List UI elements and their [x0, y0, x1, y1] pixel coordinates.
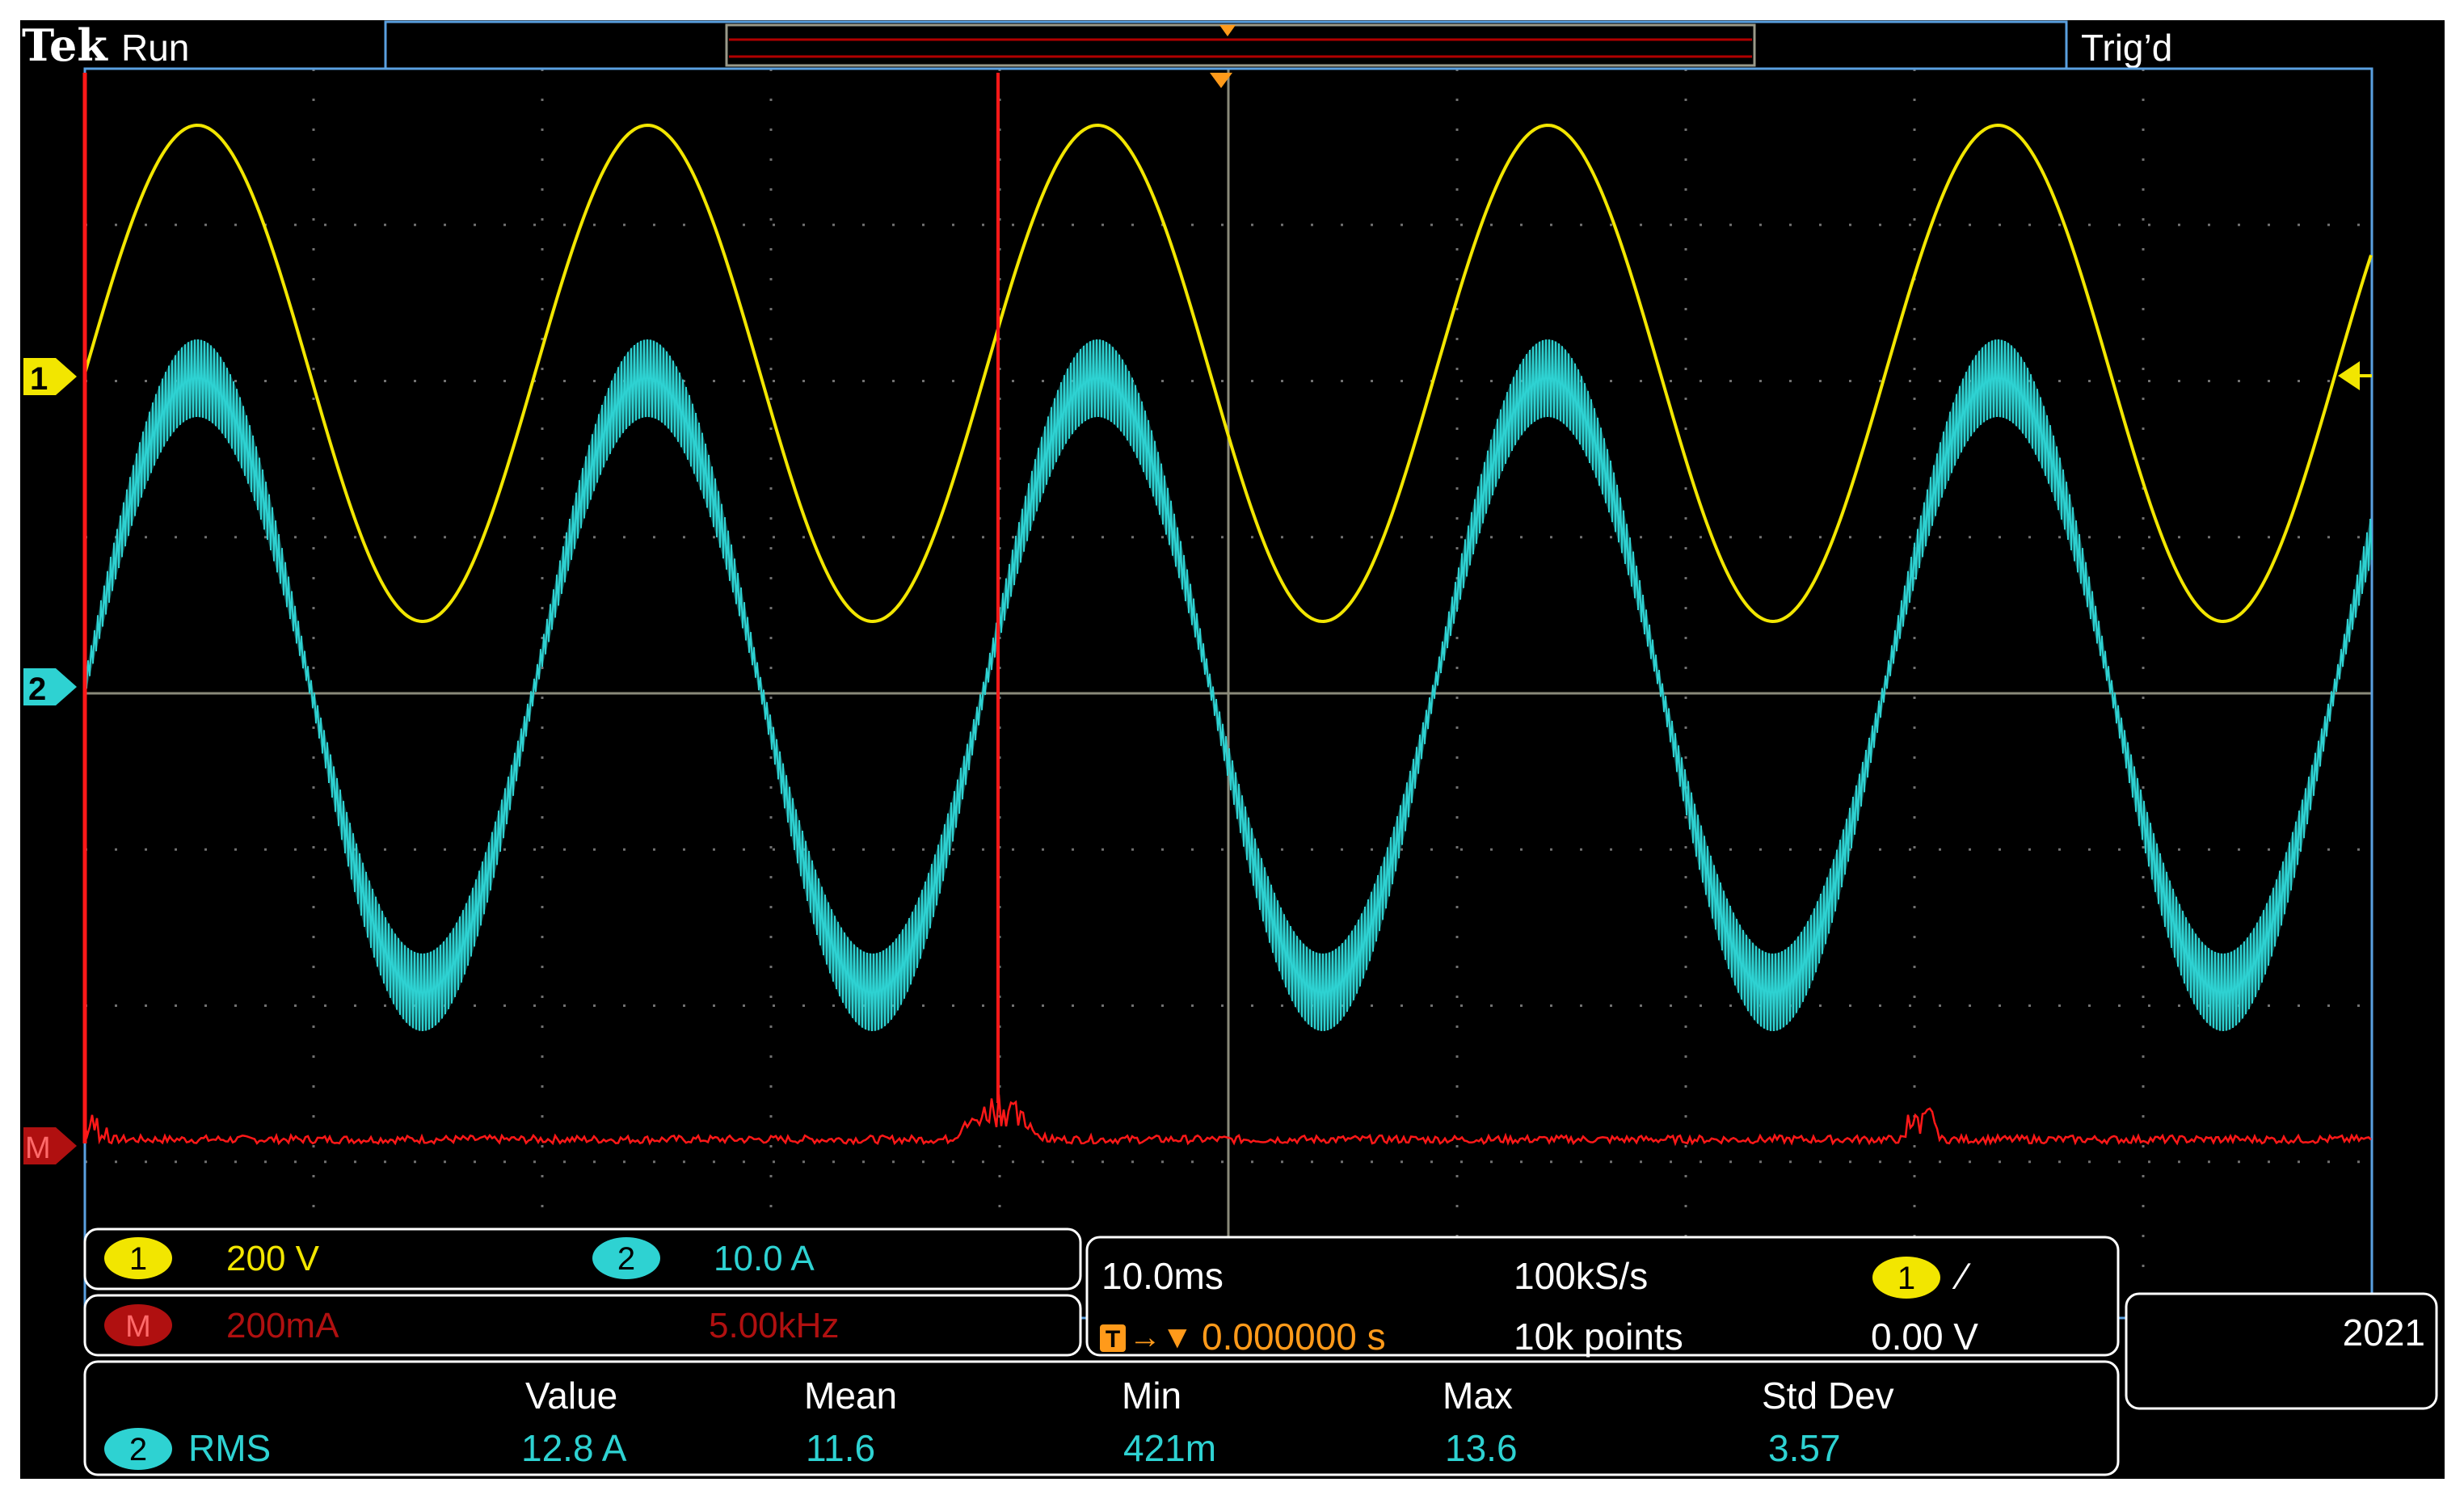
meas-header-value: Value — [525, 1375, 617, 1417]
tek-logo: Tek — [22, 20, 108, 71]
trigger-t-icon — [1100, 1324, 1126, 1352]
meas-source-label: 2 — [129, 1432, 147, 1467]
math-marker-label: M — [25, 1131, 51, 1165]
ch1-scale[interactable]: 200 V — [226, 1239, 320, 1278]
meas-mean: 11.6 — [806, 1427, 875, 1469]
sample-rate[interactable]: 100kS/s — [1514, 1255, 1648, 1297]
ch2-marker-label: 2 — [28, 672, 46, 707]
trigger-status: Trig’d — [2081, 27, 2172, 69]
math-scale-panel[interactable] — [83, 1294, 1082, 1357]
time-per-div[interactable]: 10.0ms — [1101, 1255, 1224, 1297]
trigger-level[interactable]: 0.00 V — [1871, 1316, 1978, 1358]
meas-max: 13.6 — [1445, 1427, 1518, 1469]
channel-scale-panel[interactable] — [83, 1227, 1082, 1291]
meas-stddev: 3.57 — [1768, 1427, 1841, 1469]
record-view-window[interactable] — [725, 23, 1756, 67]
meas-header-stddev: Std Dev — [1762, 1375, 1894, 1417]
meas-type: RMS — [188, 1427, 271, 1469]
math-scale[interactable]: 200mA — [226, 1306, 339, 1345]
timebase-panel[interactable] — [1085, 1236, 2120, 1357]
ch2-badge-label: 2 — [617, 1241, 635, 1277]
measurement-panel[interactable] — [83, 1360, 2120, 1476]
ch1-marker-label: 1 — [30, 361, 48, 397]
meas-header-mean: Mean — [804, 1375, 897, 1417]
math-badge[interactable] — [104, 1304, 172, 1346]
meas-min: 421m — [1123, 1427, 1216, 1469]
ch2-marker[interactable]: 2 — [23, 668, 77, 707]
trigger-position-marker[interactable] — [1210, 73, 1232, 88]
record-length[interactable]: 10k points — [1514, 1316, 1683, 1358]
oscilloscope-screen: Tek Run Trig’d 1 2 M 1 200 V 2 10.0 A M … — [20, 20, 2445, 1479]
math-badge-label: M — [125, 1310, 151, 1344]
record-trigger-icon — [1219, 25, 1236, 36]
math-marker[interactable]: M — [23, 1127, 77, 1165]
meas-header-max: Max — [1443, 1375, 1513, 1417]
oscilloscope-display: Tek Run Trig’d 1 2 M 1 200 V 2 10.0 A M … — [22, 20, 2438, 1476]
math-fft-trace — [83, 1094, 2372, 1147]
ch1-badge[interactable] — [104, 1237, 172, 1279]
trigger-source-badge[interactable] — [1872, 1257, 1940, 1299]
trigger-level-marker[interactable] — [2338, 361, 2360, 390]
meas-header-min: Min — [1122, 1375, 1181, 1417]
trigger-t-label: T — [1106, 1326, 1120, 1353]
run-status: Run — [121, 27, 189, 69]
ch1-marker[interactable]: 1 — [23, 358, 77, 397]
trigger-arrow-icon: →▼ — [1129, 1320, 1194, 1355]
meas-source-badge[interactable] — [104, 1428, 172, 1470]
date-panel[interactable] — [2125, 1292, 2438, 1410]
ch1-badge-label: 1 — [129, 1241, 147, 1277]
ch2-scale[interactable]: 10.0 A — [714, 1239, 815, 1278]
ch1-waveform — [83, 123, 2373, 624]
meas-value: 12.8 A — [521, 1427, 627, 1469]
math-span[interactable]: 5.00kHz — [709, 1306, 839, 1345]
ch2-waveform — [84, 339, 2373, 1032]
graticule — [85, 69, 2372, 1318]
date-year: 2021 — [2343, 1312, 2425, 1354]
ch2-badge[interactable] — [592, 1237, 660, 1279]
trigger-delay[interactable]: 0.000000 s — [1202, 1316, 1386, 1358]
trigger-source-label: 1 — [1897, 1261, 1915, 1296]
